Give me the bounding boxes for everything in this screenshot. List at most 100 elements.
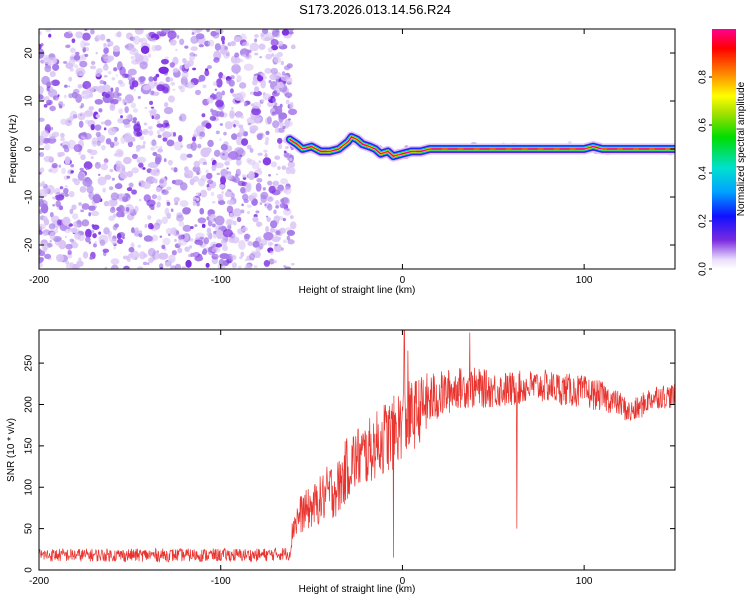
noise-speckle xyxy=(65,44,71,49)
noise-speckle xyxy=(98,231,102,235)
noise-speckle xyxy=(110,258,120,265)
noise-speckle xyxy=(95,51,98,55)
noise-speckle xyxy=(68,76,73,82)
noise-speckle xyxy=(69,208,74,215)
noise-speckle xyxy=(78,151,81,156)
noise-speckle xyxy=(77,172,85,181)
noise-speckle xyxy=(39,141,44,146)
noise-speckle xyxy=(199,131,206,138)
noise-speckle xyxy=(258,160,262,164)
noise-speckle xyxy=(226,167,229,170)
noise-speckle xyxy=(64,156,71,165)
noise-speckle xyxy=(134,227,139,232)
noise-speckle xyxy=(226,205,234,214)
noise-speckle xyxy=(249,253,256,261)
noise-speckle xyxy=(192,196,197,200)
noise-speckle xyxy=(193,53,198,57)
noise-speckle xyxy=(98,108,103,113)
noise-speckle xyxy=(137,244,142,248)
noise-speckle xyxy=(60,132,65,138)
noise-speckle xyxy=(39,135,43,141)
noise-speckle xyxy=(201,113,206,118)
noise-speckle xyxy=(231,112,235,116)
noise-speckle xyxy=(275,230,281,236)
spectrogram-y-tick-label: -10 xyxy=(24,189,35,204)
noise-speckle xyxy=(262,187,266,191)
noise-speckle xyxy=(181,266,187,269)
noise-speckle xyxy=(240,251,245,257)
noise-speckle xyxy=(191,32,195,35)
noise-speckle xyxy=(224,157,232,162)
noise-speckle xyxy=(62,60,68,64)
noise-speckle xyxy=(107,127,117,136)
noise-speckle xyxy=(159,235,163,238)
noise-speckle xyxy=(281,165,287,171)
noise-speckle xyxy=(42,247,48,252)
noise-speckle xyxy=(286,235,291,241)
noise-speckle xyxy=(266,217,271,222)
noise-speckle xyxy=(117,117,125,124)
noise-speckle xyxy=(118,108,123,115)
noise-speckle xyxy=(131,167,139,174)
noise-speckle xyxy=(206,186,212,191)
noise-speckle xyxy=(92,140,97,145)
noise-speckle xyxy=(73,88,80,95)
noise-speckle xyxy=(56,219,62,226)
noise-speckle xyxy=(206,97,214,104)
noise-speckle xyxy=(283,120,293,127)
noise-speckle xyxy=(67,249,72,255)
noise-speckle xyxy=(156,205,160,208)
noise-speckle xyxy=(230,40,237,47)
noise-speckle xyxy=(164,207,170,216)
noise-speckle xyxy=(220,240,228,247)
noise-speckle xyxy=(122,118,131,125)
noise-speckle xyxy=(161,244,166,250)
noise-speckle xyxy=(284,92,293,98)
noise-speckle xyxy=(196,29,203,32)
noise-speckle xyxy=(288,31,294,35)
noise-speckle xyxy=(281,29,290,36)
noise-speckle xyxy=(177,135,183,143)
noise-speckle xyxy=(137,95,141,100)
noise-speckle xyxy=(264,136,270,142)
noise-speckle xyxy=(90,156,94,160)
noise-speckle xyxy=(161,123,168,128)
snr-y-tick-label: 50 xyxy=(24,523,35,535)
noise-speckle xyxy=(117,238,124,245)
noise-speckle xyxy=(143,122,148,126)
noise-speckle xyxy=(195,192,201,196)
colorbar-tick-label: 0.4 xyxy=(698,166,709,180)
noise-speckle xyxy=(88,212,92,217)
noise-speckle xyxy=(237,180,246,187)
noise-speckle xyxy=(48,223,56,230)
noise-speckle xyxy=(131,153,138,160)
noise-speckle xyxy=(277,81,284,89)
noise-speckle xyxy=(156,30,162,35)
noise-speckle xyxy=(95,131,101,137)
noise-speckle xyxy=(94,124,102,131)
noise-speckle xyxy=(109,141,115,148)
noise-speckle xyxy=(107,55,115,62)
noise-speckle xyxy=(255,247,261,253)
noise-speckle xyxy=(78,120,84,128)
noise-speckle xyxy=(179,113,187,122)
noise-speckle xyxy=(46,99,54,106)
noise-speckle xyxy=(228,256,232,262)
noise-speckle xyxy=(130,102,137,109)
noise-speckle xyxy=(256,133,263,141)
noise-speckle xyxy=(223,131,227,136)
noise-speckle xyxy=(82,32,91,41)
noise-speckle xyxy=(62,216,71,226)
noise-speckle xyxy=(48,88,58,98)
spectral-ridge xyxy=(284,131,675,162)
noise-speckle xyxy=(52,228,59,234)
noise-speckle xyxy=(254,34,259,38)
noise-speckle xyxy=(77,112,86,121)
noise-speckle xyxy=(258,116,262,121)
noise-speckle xyxy=(166,139,175,147)
noise-speckle xyxy=(234,173,239,178)
noise-speckle xyxy=(249,42,259,52)
noise-speckle xyxy=(43,104,48,108)
noise-speckle xyxy=(224,121,233,130)
noise-speckle xyxy=(112,45,120,53)
